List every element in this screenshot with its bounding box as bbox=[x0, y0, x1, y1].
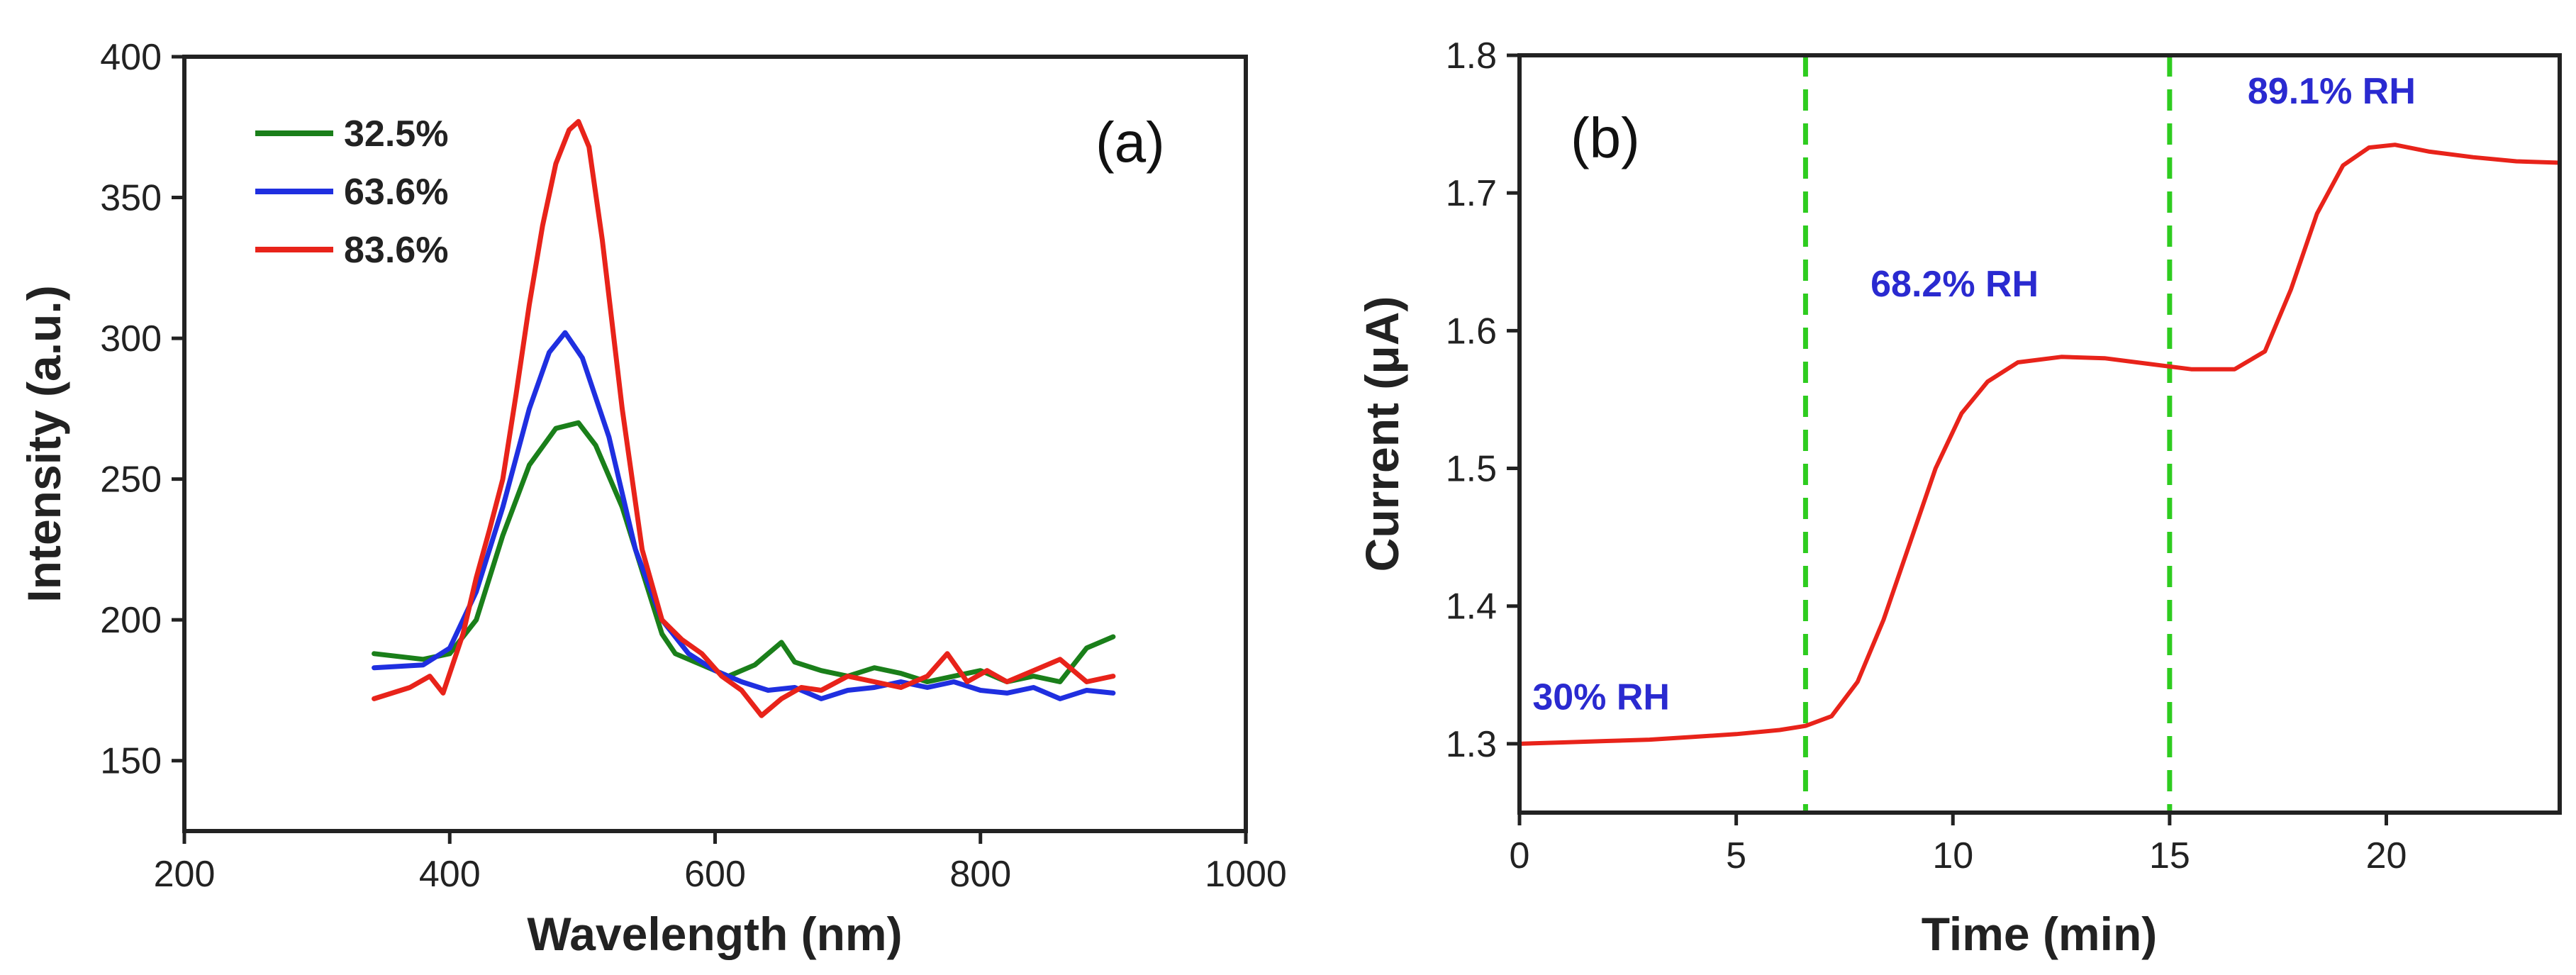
panel-a-plot-area bbox=[372, 118, 1116, 718]
x-tick-label: 0 bbox=[1510, 835, 1530, 876]
y-tick-label: 200 bbox=[100, 600, 162, 641]
x-tick-label: 10 bbox=[1932, 835, 1973, 876]
panel-b-frame bbox=[1517, 53, 2562, 815]
panel-a: 200 400 600 800 1000 150 200 250 300 350 400 (a) W… bbox=[18, 37, 1287, 960]
series-line-63-6- bbox=[372, 330, 1116, 701]
panel-b-annotations: 30% RH 68.2% RH 89.1% RH bbox=[1532, 71, 2416, 718]
panel-a-label: (a) bbox=[1095, 111, 1165, 174]
y-tick-label: 1.5 bbox=[1446, 449, 1497, 490]
annotation-label: 89.1% RH bbox=[2248, 71, 2416, 112]
annotation-label: 68.2% RH bbox=[1870, 264, 2039, 305]
panel-a-legend: 32.5% 63.6% 83.6% bbox=[255, 113, 448, 271]
legend-label: 32.5% bbox=[344, 113, 448, 155]
x-tick-label: 20 bbox=[2366, 835, 2407, 876]
y-tick-label: 1.4 bbox=[1446, 586, 1497, 628]
y-tick-label: 1.3 bbox=[1446, 724, 1497, 765]
series-line-current bbox=[1520, 143, 2560, 746]
panel-a-xlabel: Wavelength (nm) bbox=[527, 908, 902, 960]
panel-b-plot-area bbox=[1520, 55, 2560, 813]
series-line-83-6- bbox=[372, 118, 1116, 718]
y-tick-label: 400 bbox=[100, 37, 162, 78]
panel-b-ticks: 0 5 10 15 20 1.3 1.4 1.5 1.6 1.7 1.8 bbox=[1446, 35, 2407, 876]
x-tick-label: 800 bbox=[949, 854, 1011, 895]
x-tick-label: 5 bbox=[1726, 835, 1746, 876]
y-tick-label: 1.8 bbox=[1446, 35, 1497, 77]
panel-b-label: (b) bbox=[1571, 106, 1640, 169]
x-tick-label: 200 bbox=[154, 854, 216, 895]
plot-clip bbox=[372, 118, 1116, 718]
x-tick-label: 400 bbox=[419, 854, 481, 895]
y-tick-label: 1.7 bbox=[1446, 173, 1497, 214]
annotation-label: 30% RH bbox=[1532, 676, 1670, 718]
plot-clip bbox=[1520, 55, 2560, 813]
y-tick-label: 250 bbox=[100, 459, 162, 501]
x-tick-label: 600 bbox=[684, 854, 746, 895]
panel-b: 0 5 10 15 20 1.3 1.4 1.5 1.6 1.7 1.8 (b) Time (min… bbox=[1356, 35, 2562, 960]
y-tick-label: 150 bbox=[100, 741, 162, 782]
legend-label: 63.6% bbox=[344, 172, 448, 213]
x-tick-label: 1000 bbox=[1205, 854, 1287, 895]
legend-label: 83.6% bbox=[344, 230, 448, 271]
y-tick-label: 350 bbox=[100, 178, 162, 219]
panel-a-ticks: 200 400 600 800 1000 150 200 250 300 350 400 bbox=[100, 37, 1287, 895]
panel-b-ylabel: Current (μA) bbox=[1356, 296, 1408, 572]
panel-b-xlabel: Time (min) bbox=[1922, 908, 2157, 960]
y-tick-label: 300 bbox=[100, 318, 162, 360]
panel-a-ylabel: Intensity (a.u.) bbox=[18, 285, 70, 602]
y-tick-label: 1.6 bbox=[1446, 311, 1497, 352]
x-tick-label: 15 bbox=[2149, 835, 2190, 876]
